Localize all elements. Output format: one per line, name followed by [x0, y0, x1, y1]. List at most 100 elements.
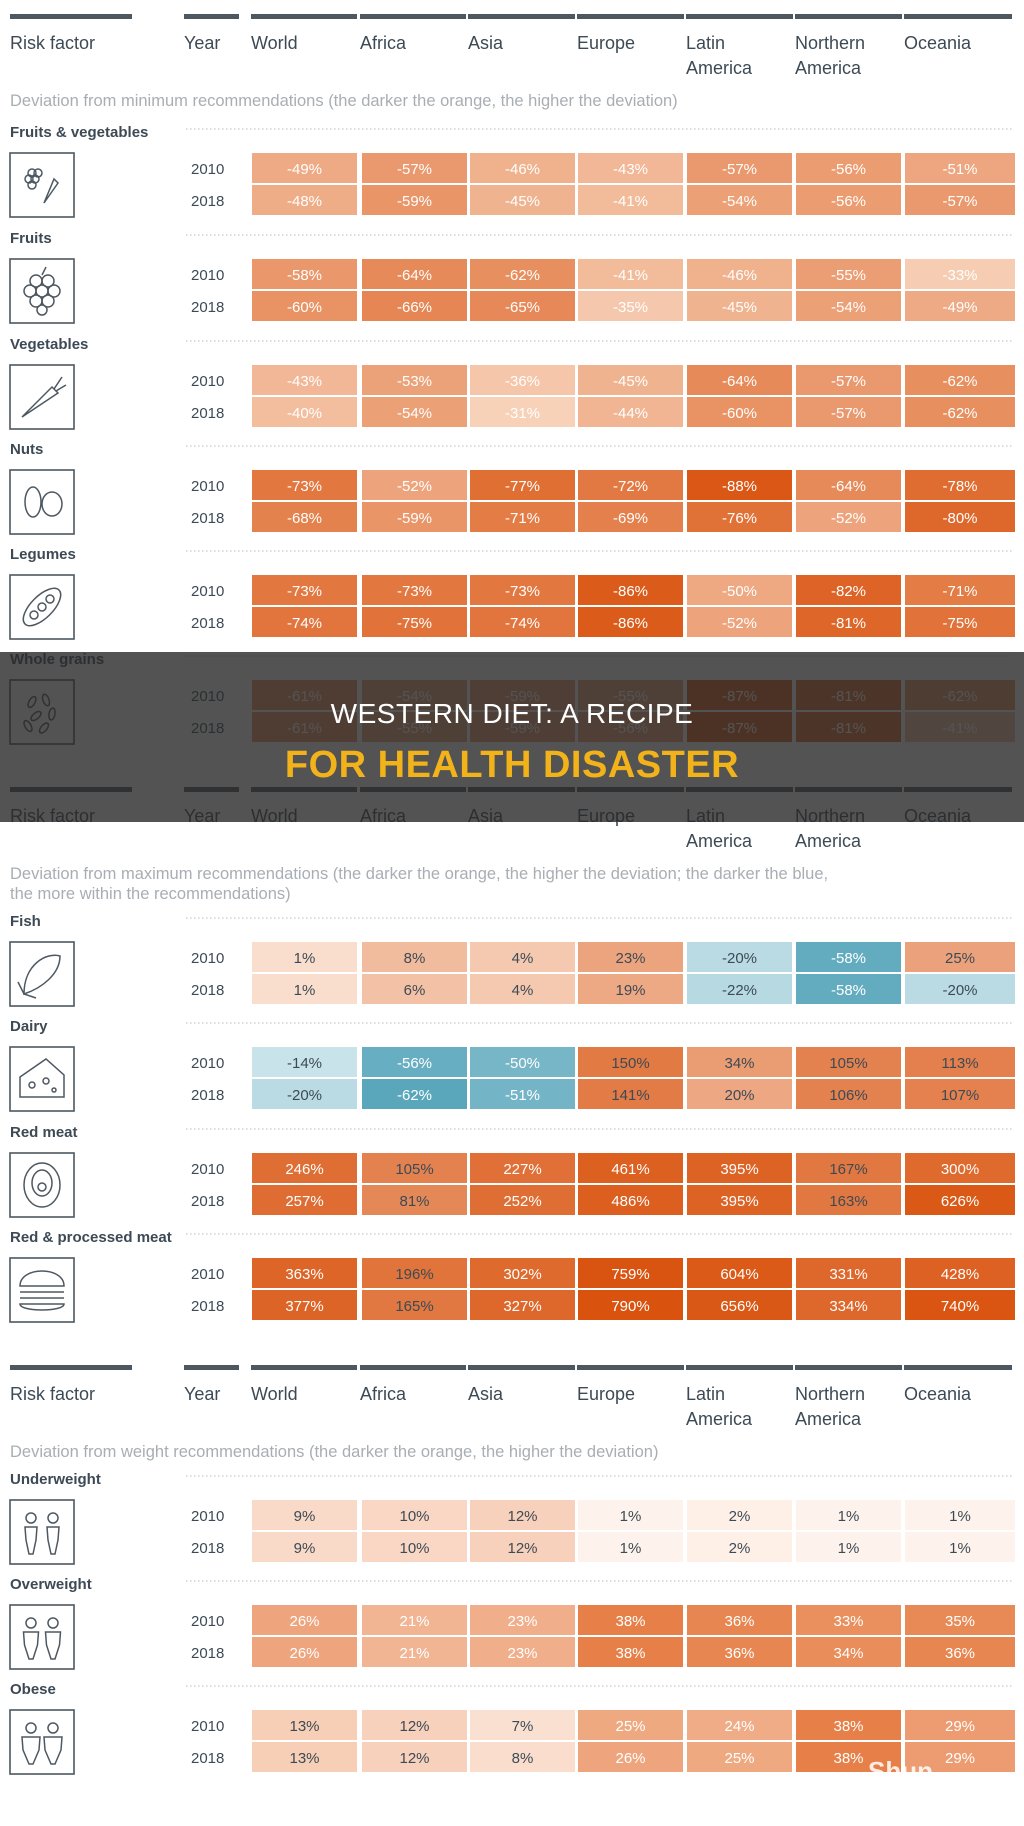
heat-cell	[362, 1605, 467, 1635]
column-header: America	[686, 58, 753, 78]
heat-cell	[905, 185, 1015, 215]
cell-value-label: -51%	[942, 161, 977, 178]
heat-cell	[578, 942, 683, 972]
cell-value-label: -66%	[397, 299, 432, 316]
cell-value-label: 626%	[941, 1193, 979, 1210]
cell-value-label: -57%	[831, 405, 866, 422]
heat-cell	[252, 1153, 357, 1183]
cell-value-label: 165%	[395, 1298, 433, 1315]
risk-factor-label: Obese	[10, 1681, 56, 1698]
fish-icon	[9, 941, 75, 1007]
heat-cell	[905, 1290, 1015, 1320]
heat-cell	[252, 153, 357, 183]
cell-value-label: -55%	[831, 267, 866, 284]
risk-factor-label: Dairy	[10, 1018, 48, 1035]
header-rule	[184, 1365, 239, 1370]
heat-cell	[362, 1742, 467, 1772]
cell-value-label: 33%	[833, 1613, 863, 1630]
cell-value-label: -46%	[722, 267, 757, 284]
heat-cell	[470, 1290, 575, 1320]
cell-value-label: -46%	[505, 161, 540, 178]
heat-cell	[578, 1290, 683, 1320]
banner-title-line1: WESTERN DIET: A RECIPE	[330, 698, 694, 729]
cell-value-label: 23%	[507, 1613, 537, 1630]
heat-cell	[252, 502, 357, 532]
year-label: 2018	[191, 405, 224, 422]
heat-cell	[905, 942, 1015, 972]
cell-value-label: 29%	[945, 1718, 975, 1735]
cell-value-label: -52%	[831, 510, 866, 527]
nuts-icon-glyph	[24, 486, 63, 518]
risk-factor-label: Red & processed meat	[10, 1229, 172, 1246]
steak-icon	[9, 1152, 75, 1218]
cell-value-label: 395%	[720, 1193, 758, 1210]
heat-cell	[796, 974, 901, 1004]
cell-value-label: -59%	[397, 510, 432, 527]
cell-value-label: 13%	[289, 1750, 319, 1767]
header-rule	[686, 1365, 793, 1370]
year-label: 2018	[191, 1193, 224, 1210]
cell-value-label: -48%	[287, 193, 322, 210]
heat-cell	[578, 607, 683, 637]
heat-cell	[470, 365, 575, 395]
heat-cell	[362, 470, 467, 500]
heat-cell	[252, 1079, 357, 1109]
heat-cell	[470, 1047, 575, 1077]
year-label: 2010	[191, 1613, 224, 1630]
year-label: 2018	[191, 1087, 224, 1104]
cell-value-label: 395%	[720, 1161, 758, 1178]
cell-value-label: 105%	[395, 1161, 433, 1178]
cell-value-label: 36%	[724, 1613, 754, 1630]
heat-cell	[796, 1079, 901, 1109]
cell-value-label: 1%	[294, 982, 316, 999]
heat-cell	[687, 1637, 792, 1667]
cell-value-label: 302%	[503, 1266, 541, 1283]
heat-cell	[470, 607, 575, 637]
header-rule	[795, 14, 902, 19]
heat-cell	[362, 1710, 467, 1740]
heat-cell	[252, 1637, 357, 1667]
underweight-icon-glyph	[24, 1512, 60, 1555]
column-header: Asia	[468, 1384, 504, 1404]
cell-value-label: -56%	[831, 193, 866, 210]
column-header: Africa	[360, 33, 407, 53]
cell-value-label: 331%	[829, 1266, 867, 1283]
heat-cell	[905, 397, 1015, 427]
heat-cell	[796, 575, 901, 605]
heat-cell	[470, 1605, 575, 1635]
fish-icon-glyph	[17, 954, 61, 999]
column-header: America	[795, 831, 862, 851]
legumes-icon	[9, 574, 75, 640]
column-header: Northern	[795, 1384, 865, 1404]
cell-value-label: -82%	[831, 583, 866, 600]
cell-value-label: 35%	[945, 1613, 975, 1630]
heat-cell	[252, 1710, 357, 1740]
heat-cell	[687, 1047, 792, 1077]
heat-cell	[362, 185, 467, 215]
heat-cell	[796, 1500, 901, 1530]
cell-value-label: -86%	[613, 615, 648, 632]
cell-value-label: -88%	[722, 478, 757, 495]
year-label: 2010	[191, 1266, 224, 1283]
heat-cell	[796, 397, 901, 427]
heat-cell	[796, 1605, 901, 1635]
cell-value-label: 34%	[724, 1055, 754, 1072]
cell-value-label: -73%	[505, 583, 540, 600]
heat-cell	[470, 1742, 575, 1772]
header-rule	[577, 14, 684, 19]
cell-value-label: 227%	[503, 1161, 541, 1178]
cell-value-label: 167%	[829, 1161, 867, 1178]
cell-value-label: 20%	[724, 1087, 754, 1104]
heat-cell	[905, 153, 1015, 183]
cell-value-label: 13%	[289, 1718, 319, 1735]
heat-cell	[252, 1605, 357, 1635]
risk-factor-label: Vegetables	[10, 336, 88, 353]
column-header: Latin	[686, 33, 725, 53]
heat-cell	[470, 502, 575, 532]
cell-value-label: -33%	[942, 267, 977, 284]
heat-cell	[578, 470, 683, 500]
cell-value-label: 12%	[399, 1750, 429, 1767]
heat-cell	[578, 1742, 683, 1772]
heat-cell	[687, 942, 792, 972]
column-header: America	[686, 831, 753, 851]
